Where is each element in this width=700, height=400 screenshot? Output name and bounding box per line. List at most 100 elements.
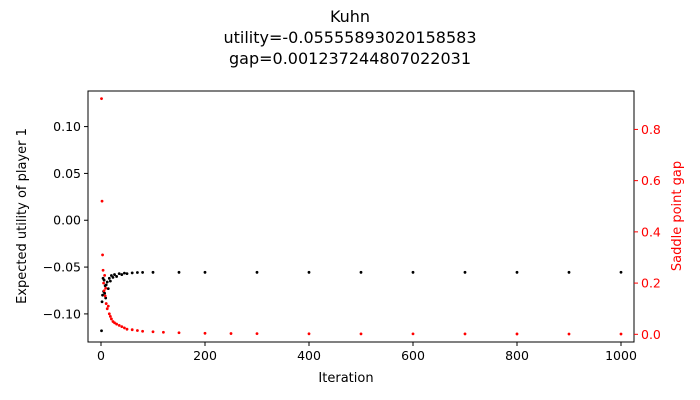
utility-point	[120, 273, 124, 276]
utility-point	[463, 270, 467, 274]
gap-point	[162, 330, 165, 334]
x-tick-label: 800	[505, 348, 529, 363]
utility-point	[107, 276, 111, 280]
x-tick-label: 200	[193, 348, 217, 363]
utility-point	[106, 287, 110, 291]
gap-point	[117, 323, 121, 327]
utility-point	[125, 272, 129, 276]
gap-point	[123, 326, 126, 330]
utility-point	[115, 275, 118, 278]
y-left-tick-label: −0.10	[43, 306, 81, 321]
title-line-1: Kuhn	[330, 7, 370, 26]
y-left-tick-label: 0.00	[53, 213, 81, 228]
title-line-3: gap=0.001237244807022031	[229, 49, 471, 68]
utility-point	[411, 270, 415, 274]
gap-point	[101, 268, 105, 272]
gap-point	[100, 199, 104, 203]
gap-point	[113, 321, 116, 325]
utility-point	[177, 270, 181, 274]
utility-point	[102, 278, 106, 282]
gap-point	[151, 330, 155, 334]
y-right-tick-label: 0.2	[641, 276, 661, 291]
gap-point	[106, 304, 110, 308]
utility-point	[104, 283, 108, 287]
utility-point	[141, 271, 145, 274]
chart-title: Kuhn utility=-0.05555893020158583 gap=0.…	[224, 7, 477, 68]
utility-point	[108, 279, 112, 283]
y-left-tick-label: 0.10	[53, 119, 81, 134]
title-line-2: utility=-0.05555893020158583	[224, 28, 477, 47]
utility-point	[111, 275, 115, 279]
gap-point	[463, 332, 467, 336]
utility-point	[113, 273, 116, 276]
utility-point	[567, 270, 571, 274]
gap-point	[255, 332, 259, 336]
y-axis-right-label: Saddle point gap	[670, 161, 685, 271]
gap-point	[103, 274, 107, 277]
utility-point	[203, 270, 207, 274]
utility-point	[100, 300, 104, 304]
gap-point	[101, 253, 104, 257]
gap-point	[103, 294, 107, 298]
utility-point	[307, 270, 311, 274]
utility-point	[619, 270, 623, 274]
x-axis-label: Iteration	[318, 371, 373, 386]
y-right-tick-label: 0.4	[641, 224, 661, 239]
gap-point	[110, 317, 113, 321]
y-right-tick-label: 0.6	[641, 173, 661, 188]
gap-point	[105, 307, 109, 311]
gap-point	[102, 281, 105, 285]
plot-area	[100, 97, 623, 336]
gap-point	[203, 331, 207, 335]
gap-point	[177, 331, 181, 335]
x-tick-label: 1000	[605, 348, 637, 363]
y-axis-left: −0.10 −0.05 0.00 0.05 0.10	[43, 119, 88, 321]
y-axis-right: 0.0 0.2 0.4 0.6 0.8	[634, 122, 661, 342]
gap-point	[619, 332, 623, 336]
plot-frame	[87, 90, 635, 343]
utility-point	[255, 270, 259, 274]
utility-point	[103, 291, 107, 295]
gap-point	[104, 302, 108, 305]
utility-series	[100, 270, 623, 333]
utility-point	[515, 270, 519, 274]
gap-point	[411, 332, 415, 336]
utility-point	[117, 272, 121, 276]
x-tick-label: 600	[401, 348, 425, 363]
gap-point	[100, 97, 103, 101]
y-right-tick-label: 0.0	[641, 327, 661, 342]
utility-point	[110, 274, 113, 277]
utility-point	[100, 329, 103, 333]
gap-point	[229, 332, 233, 335]
utility-point	[136, 271, 139, 274]
gap-point	[107, 312, 111, 316]
gap-series	[100, 97, 623, 336]
y-left-tick-label: 0.05	[53, 166, 81, 181]
gap-point	[115, 322, 118, 326]
utility-point	[123, 271, 126, 275]
x-axis: 0 200 400 600 800 1000	[97, 342, 637, 363]
gap-point	[120, 325, 124, 329]
gap-point	[102, 289, 106, 293]
utility-point	[101, 293, 104, 297]
gap-point	[125, 327, 129, 331]
gap-point	[567, 332, 571, 336]
y-left-tick-label: −0.05	[43, 260, 81, 275]
y-axis-left-label: Expected utility of player 1	[15, 128, 30, 304]
utility-point	[130, 271, 134, 275]
utility-point	[151, 270, 155, 274]
utility-point	[105, 280, 109, 284]
gap-point	[141, 329, 145, 333]
gap-point	[307, 332, 311, 336]
gap-point	[136, 329, 139, 332]
y-right-tick-label: 0.8	[641, 122, 661, 137]
x-tick-label: 400	[297, 348, 321, 363]
x-tick-label: 0	[97, 348, 105, 363]
gap-point	[108, 314, 112, 318]
gap-point	[359, 332, 363, 336]
gap-point	[130, 328, 134, 332]
gap-point	[104, 286, 108, 290]
gap-point	[515, 332, 519, 336]
